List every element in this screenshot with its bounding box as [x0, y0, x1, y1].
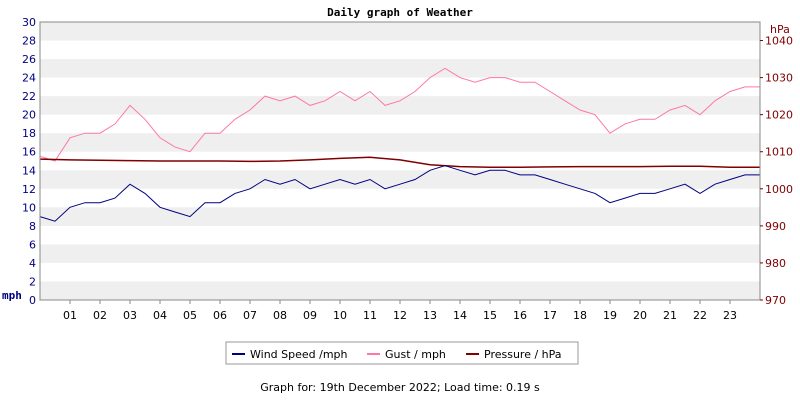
right-tick-label: 1030: [765, 72, 793, 85]
legend-label-gust: Gust / mph: [385, 348, 446, 361]
x-axis-ticks: 01 02 03 04 05 06 07 08 09 10 11 12 13 14 15 16 17 18 19 20…: [63, 300, 737, 322]
x-tick-label: 17: [543, 309, 557, 322]
x-tick-label: 03: [123, 309, 137, 322]
x-tick-label: 10: [333, 309, 347, 322]
x-tick-label: 02: [93, 309, 107, 322]
left-tick-label: 8: [29, 220, 36, 233]
x-tick-label: 16: [513, 309, 527, 322]
x-tick-label: 19: [603, 309, 617, 322]
grid-band: [40, 59, 760, 78]
series-pressure-line: [39, 156, 760, 169]
legend: Wind Speed /mph Gust / mph Pressure / hP…: [225, 341, 579, 365]
right-tick-label: 970: [765, 294, 786, 307]
x-tick-label: 22: [693, 309, 707, 322]
right-tick-label: 980: [765, 257, 786, 270]
left-tick-label: 10: [22, 201, 36, 214]
left-tick-label: 4: [29, 257, 36, 270]
legend-box: [225, 341, 579, 365]
x-tick-label: 20: [633, 309, 647, 322]
grid-band: [40, 170, 760, 189]
x-tick-label: 14: [453, 309, 467, 322]
grid-band: [40, 96, 760, 115]
left-tick-label: 30: [22, 16, 36, 29]
x-tick-label: 13: [423, 309, 437, 322]
x-tick-label: 18: [573, 309, 587, 322]
x-tick-label: 23: [723, 309, 737, 322]
x-tick-label: 07: [243, 309, 257, 322]
x-tick-label: 05: [183, 309, 197, 322]
left-tick-label: 22: [22, 90, 36, 103]
left-tick-label: 18: [22, 127, 36, 140]
left-tick-label: 2: [29, 275, 36, 288]
x-tick-label: 15: [483, 309, 497, 322]
right-tick-label: 1040: [765, 35, 793, 48]
chart-title: Daily graph of Weather: [327, 6, 473, 19]
x-tick-label: 06: [213, 309, 227, 322]
x-tick-label: 01: [63, 309, 77, 322]
left-tick-label: 26: [22, 53, 36, 66]
left-tick-label: 24: [22, 72, 36, 85]
left-tick-label: 12: [22, 183, 36, 196]
x-tick-label: 04: [153, 309, 167, 322]
left-tick-label: 14: [22, 164, 36, 177]
right-tick-label: 1010: [765, 146, 793, 159]
right-tick-label: 1020: [765, 109, 793, 122]
grid-band: [40, 133, 760, 152]
grid-band: [40, 22, 760, 41]
x-tick-label: 12: [393, 309, 407, 322]
grid-band: [40, 207, 760, 226]
left-tick-label: 6: [29, 238, 36, 251]
legend-label-pressure: Pressure / hPa: [484, 348, 562, 361]
left-tick-label: 28: [22, 35, 36, 48]
x-tick-label: 11: [363, 309, 377, 322]
left-tick-label: 16: [22, 146, 36, 159]
x-tick-label: 21: [663, 309, 677, 322]
footer-caption: Graph for: 19th December 2022; Load time…: [260, 381, 540, 394]
grid-band: [40, 244, 760, 263]
series-wind-speed-line: [39, 165, 760, 222]
x-tick-label: 08: [273, 309, 287, 322]
grid-band: [40, 281, 760, 300]
left-axis-unit: mph: [2, 289, 22, 302]
right-tick-label: 1000: [765, 183, 793, 196]
series-gust-line: [39, 67, 760, 162]
left-tick-label: 0: [29, 294, 36, 307]
right-axis-ticks: 970 980 990 1000 1010 1020 1030 1040: [760, 35, 793, 307]
right-axis-unit: hPa: [770, 23, 790, 36]
series-layer: [39, 67, 760, 222]
right-tick-label: 990: [765, 220, 786, 233]
x-tick-label: 09: [303, 309, 317, 322]
left-tick-label: 20: [22, 109, 36, 122]
legend-label-wind-speed: Wind Speed /mph: [250, 348, 348, 361]
